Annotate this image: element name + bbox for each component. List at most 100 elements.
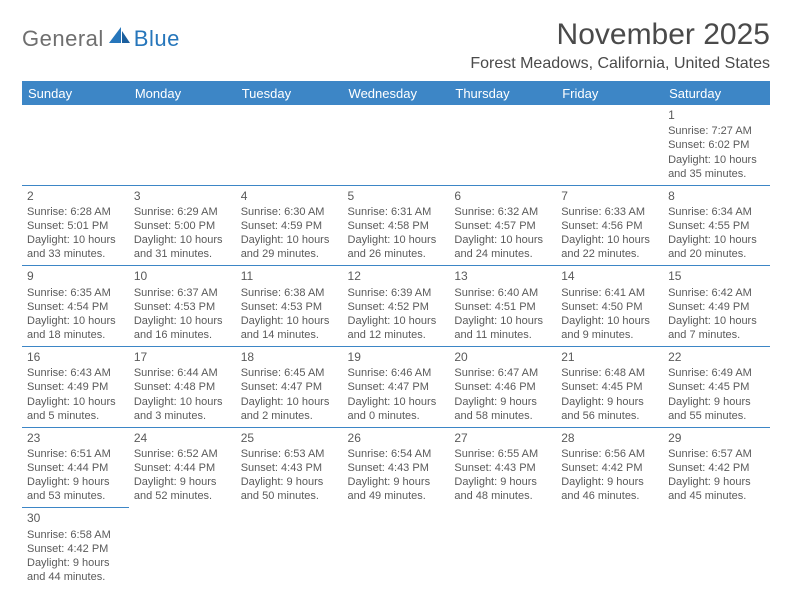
sunrise-text: Sunrise: 6:30 AM xyxy=(241,205,338,219)
sunrise-text: Sunrise: 6:57 AM xyxy=(668,447,765,461)
calendar-day-cell: 28Sunrise: 6:56 AMSunset: 4:42 PMDayligh… xyxy=(556,427,663,508)
title-block: November 2025 Forest Meadows, California… xyxy=(470,18,770,79)
daylight-text: Daylight: 10 hours and 35 minutes. xyxy=(668,153,765,181)
calendar-day-cell: 26Sunrise: 6:54 AMSunset: 4:43 PMDayligh… xyxy=(343,427,450,508)
sunset-text: Sunset: 4:56 PM xyxy=(561,219,658,233)
sunset-text: Sunset: 4:43 PM xyxy=(241,461,338,475)
calendar-day-cell: 15Sunrise: 6:42 AMSunset: 4:49 PMDayligh… xyxy=(663,266,770,347)
day-number: 14 xyxy=(561,269,658,284)
daylight-text: Daylight: 9 hours and 46 minutes. xyxy=(561,475,658,503)
day-number: 28 xyxy=(561,431,658,446)
day-number: 7 xyxy=(561,189,658,204)
header: General Blue November 2025 Forest Meadow… xyxy=(22,18,770,79)
daylight-text: Daylight: 9 hours and 49 minutes. xyxy=(348,475,445,503)
day-number: 26 xyxy=(348,431,445,446)
sunset-text: Sunset: 4:54 PM xyxy=(27,300,124,314)
weekday-header: Wednesday xyxy=(343,82,450,105)
daylight-text: Daylight: 9 hours and 52 minutes. xyxy=(134,475,231,503)
daylight-text: Daylight: 9 hours and 56 minutes. xyxy=(561,395,658,423)
sunrise-text: Sunrise: 6:42 AM xyxy=(668,286,765,300)
sunrise-text: Sunrise: 6:58 AM xyxy=(27,528,124,542)
daylight-text: Daylight: 9 hours and 55 minutes. xyxy=(668,395,765,423)
calendar-week-row: 30Sunrise: 6:58 AMSunset: 4:42 PMDayligh… xyxy=(22,508,770,588)
sunrise-text: Sunrise: 6:47 AM xyxy=(454,366,551,380)
logo-text-general: General xyxy=(22,26,104,52)
calendar-day-cell: 20Sunrise: 6:47 AMSunset: 4:46 PMDayligh… xyxy=(449,347,556,428)
sunrise-text: Sunrise: 7:27 AM xyxy=(668,124,765,138)
daylight-text: Daylight: 10 hours and 11 minutes. xyxy=(454,314,551,342)
sunrise-text: Sunrise: 6:53 AM xyxy=(241,447,338,461)
sunrise-text: Sunrise: 6:41 AM xyxy=(561,286,658,300)
calendar-day-cell: 3Sunrise: 6:29 AMSunset: 5:00 PMDaylight… xyxy=(129,185,236,266)
calendar-day-cell: 11Sunrise: 6:38 AMSunset: 4:53 PMDayligh… xyxy=(236,266,343,347)
daylight-text: Daylight: 10 hours and 31 minutes. xyxy=(134,233,231,261)
calendar-day-cell: 17Sunrise: 6:44 AMSunset: 4:48 PMDayligh… xyxy=(129,347,236,428)
calendar-empty-cell xyxy=(449,508,556,588)
sunset-text: Sunset: 4:48 PM xyxy=(134,380,231,394)
weekday-header: Saturday xyxy=(663,82,770,105)
daylight-text: Daylight: 10 hours and 2 minutes. xyxy=(241,395,338,423)
day-number: 20 xyxy=(454,350,551,365)
calendar-day-cell: 13Sunrise: 6:40 AMSunset: 4:51 PMDayligh… xyxy=(449,266,556,347)
sunrise-text: Sunrise: 6:35 AM xyxy=(27,286,124,300)
sunset-text: Sunset: 4:43 PM xyxy=(454,461,551,475)
calendar-empty-cell xyxy=(236,105,343,185)
daylight-text: Daylight: 10 hours and 14 minutes. xyxy=(241,314,338,342)
sunrise-text: Sunrise: 6:40 AM xyxy=(454,286,551,300)
day-number: 25 xyxy=(241,431,338,446)
day-number: 4 xyxy=(241,189,338,204)
sunset-text: Sunset: 4:49 PM xyxy=(27,380,124,394)
weekday-header: Sunday xyxy=(22,82,129,105)
sunset-text: Sunset: 5:01 PM xyxy=(27,219,124,233)
sunrise-text: Sunrise: 6:44 AM xyxy=(134,366,231,380)
calendar-day-cell: 7Sunrise: 6:33 AMSunset: 4:56 PMDaylight… xyxy=(556,185,663,266)
calendar-day-cell: 8Sunrise: 6:34 AMSunset: 4:55 PMDaylight… xyxy=(663,185,770,266)
sunrise-text: Sunrise: 6:54 AM xyxy=(348,447,445,461)
sunset-text: Sunset: 4:47 PM xyxy=(348,380,445,394)
day-number: 17 xyxy=(134,350,231,365)
sunset-text: Sunset: 4:58 PM xyxy=(348,219,445,233)
sunset-text: Sunset: 4:59 PM xyxy=(241,219,338,233)
day-number: 3 xyxy=(134,189,231,204)
sunrise-text: Sunrise: 6:32 AM xyxy=(454,205,551,219)
calendar-day-cell: 22Sunrise: 6:49 AMSunset: 4:45 PMDayligh… xyxy=(663,347,770,428)
logo: General Blue xyxy=(22,18,180,52)
day-number: 5 xyxy=(348,189,445,204)
calendar-day-cell: 12Sunrise: 6:39 AMSunset: 4:52 PMDayligh… xyxy=(343,266,450,347)
calendar-week-row: 2Sunrise: 6:28 AMSunset: 5:01 PMDaylight… xyxy=(22,185,770,266)
calendar-day-cell: 9Sunrise: 6:35 AMSunset: 4:54 PMDaylight… xyxy=(22,266,129,347)
sunset-text: Sunset: 4:46 PM xyxy=(454,380,551,394)
calendar-empty-cell xyxy=(556,105,663,185)
day-number: 6 xyxy=(454,189,551,204)
daylight-text: Daylight: 10 hours and 9 minutes. xyxy=(561,314,658,342)
daylight-text: Daylight: 10 hours and 7 minutes. xyxy=(668,314,765,342)
sunrise-text: Sunrise: 6:43 AM xyxy=(27,366,124,380)
calendar-week-row: 23Sunrise: 6:51 AMSunset: 4:44 PMDayligh… xyxy=(22,427,770,508)
calendar-body: 1Sunrise: 7:27 AMSunset: 6:02 PMDaylight… xyxy=(22,105,770,588)
sunset-text: Sunset: 4:42 PM xyxy=(27,542,124,556)
day-number: 30 xyxy=(27,511,124,526)
calendar-day-cell: 1Sunrise: 7:27 AMSunset: 6:02 PMDaylight… xyxy=(663,105,770,185)
calendar-empty-cell xyxy=(663,508,770,588)
sunrise-text: Sunrise: 6:49 AM xyxy=(668,366,765,380)
day-number: 15 xyxy=(668,269,765,284)
day-number: 12 xyxy=(348,269,445,284)
sunrise-text: Sunrise: 6:56 AM xyxy=(561,447,658,461)
day-number: 29 xyxy=(668,431,765,446)
calendar-day-cell: 2Sunrise: 6:28 AMSunset: 5:01 PMDaylight… xyxy=(22,185,129,266)
sunset-text: Sunset: 5:00 PM xyxy=(134,219,231,233)
weekday-header: Tuesday xyxy=(236,82,343,105)
calendar-day-cell: 30Sunrise: 6:58 AMSunset: 4:42 PMDayligh… xyxy=(22,508,129,588)
daylight-text: Daylight: 10 hours and 3 minutes. xyxy=(134,395,231,423)
day-number: 8 xyxy=(668,189,765,204)
day-number: 1 xyxy=(668,108,765,123)
sunrise-text: Sunrise: 6:51 AM xyxy=(27,447,124,461)
calendar-day-cell: 14Sunrise: 6:41 AMSunset: 4:50 PMDayligh… xyxy=(556,266,663,347)
calendar-empty-cell xyxy=(236,508,343,588)
calendar-day-cell: 18Sunrise: 6:45 AMSunset: 4:47 PMDayligh… xyxy=(236,347,343,428)
logo-sail-icon xyxy=(109,27,131,48)
location: Forest Meadows, California, United State… xyxy=(470,55,770,73)
daylight-text: Daylight: 10 hours and 18 minutes. xyxy=(27,314,124,342)
calendar-empty-cell xyxy=(449,105,556,185)
sunrise-text: Sunrise: 6:38 AM xyxy=(241,286,338,300)
